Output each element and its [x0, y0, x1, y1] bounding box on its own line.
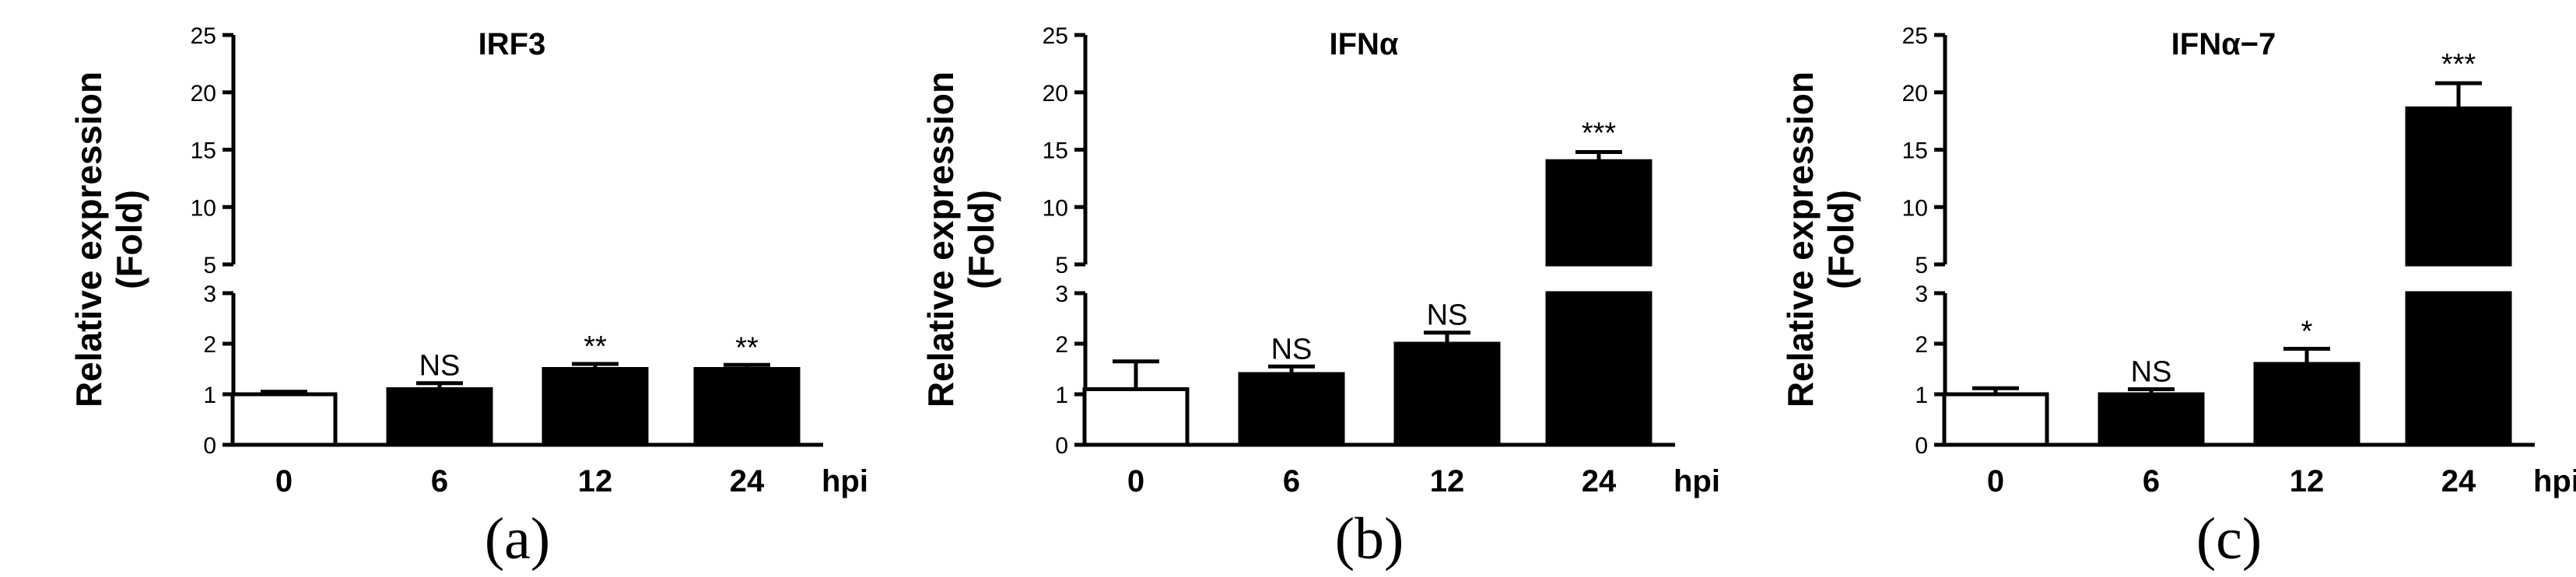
y-tick-label: 3: [1055, 282, 1068, 307]
x-tick-label: 0: [1987, 464, 2004, 498]
y-tick-label: 25: [1043, 23, 1068, 49]
bar: [693, 367, 801, 447]
bar: [1545, 291, 1652, 447]
x-tick-label: 6: [1283, 464, 1300, 498]
significance-label: NS: [1427, 299, 1468, 332]
y-axis-label-unit: (Fold): [109, 190, 149, 289]
significance-label: **: [584, 330, 607, 363]
x-tick-label: 0: [1127, 464, 1144, 498]
bar: [1942, 392, 2049, 447]
bar: [541, 367, 649, 447]
y-tick-label: 3: [1915, 282, 1928, 307]
y-tick-label: 25: [1902, 23, 1928, 49]
x-tick-label: 12: [578, 464, 613, 498]
bar: [1393, 341, 1501, 447]
significance-label: *: [2301, 316, 2313, 348]
chart-title: IFNα: [1329, 27, 1398, 61]
y-tick-label: 15: [1902, 138, 1928, 164]
bar: [1238, 372, 1345, 447]
y-tick-label: 25: [191, 23, 216, 49]
y-tick-label: 3: [203, 282, 216, 307]
y-tick-label: 5: [1915, 253, 1928, 278]
y-tick-label: 5: [1055, 253, 1068, 278]
panel-label: (c): [2196, 506, 2262, 572]
x-unit-label: hpi: [2533, 464, 2576, 498]
x-tick-label: 6: [2143, 464, 2160, 498]
y-axis-label-unit: (Fold): [961, 190, 1001, 289]
y-tick-label: 20: [1043, 81, 1068, 107]
y-tick-label: 2: [203, 332, 216, 358]
significance-label: NS: [419, 350, 461, 383]
bar: [2253, 362, 2360, 447]
y-tick-label: 10: [1902, 195, 1928, 221]
bar: [1082, 387, 1190, 447]
y-tick-label: 15: [1043, 138, 1068, 164]
y-tick-label: 15: [191, 138, 216, 164]
y-tick-label: 10: [191, 195, 216, 221]
y-tick-label: 20: [1902, 81, 1928, 107]
x-tick-label: 0: [275, 464, 293, 498]
x-tick-label: 24: [730, 464, 765, 498]
y-tick-label: 5: [203, 253, 216, 278]
significance-label: ***: [2441, 48, 2476, 81]
y-tick-label: 1: [203, 383, 216, 408]
panel-label: (b): [1335, 506, 1404, 572]
y-tick-label: 10: [1043, 195, 1068, 221]
significance-label: NS: [1271, 333, 1313, 365]
significance-label: **: [735, 331, 759, 364]
bar: [386, 387, 493, 447]
y-axis-label: Relative expression: [68, 72, 109, 407]
bar: [230, 392, 338, 447]
chart-title: IRF3: [478, 27, 546, 61]
x-tick-label: 24: [2441, 464, 2476, 498]
x-unit-label: hpi: [1674, 464, 1720, 498]
y-axis-label: Relative expression: [920, 72, 961, 407]
x-tick-label: 12: [2290, 464, 2325, 498]
y-tick-label: 0: [1915, 433, 1928, 459]
panel-label: (a): [485, 506, 550, 572]
y-tick-label: 2: [1915, 332, 1928, 358]
chart-title: IFNα−7: [2171, 27, 2276, 61]
y-axis-label-unit: (Fold): [1821, 190, 1861, 289]
significance-label: NS: [2131, 356, 2172, 389]
x-tick-label: 12: [1430, 464, 1465, 498]
y-tick-label: 1: [1055, 383, 1068, 408]
y-tick-label: 0: [1055, 433, 1068, 459]
y-tick-label: 1: [1915, 383, 1928, 408]
y-tick-label: 0: [203, 433, 216, 459]
x-unit-label: hpi: [822, 464, 868, 498]
y-tick-label: 2: [1055, 332, 1068, 358]
bar: [2405, 291, 2512, 447]
bar-upper: [2405, 106, 2512, 267]
y-tick-label: 20: [191, 81, 216, 107]
x-tick-label: 6: [431, 464, 448, 498]
bar-upper: [1545, 159, 1652, 267]
significance-label: ***: [1582, 117, 1617, 149]
x-tick-label: 24: [1582, 464, 1617, 498]
bar: [2098, 392, 2205, 447]
y-axis-label: Relative expression: [1780, 72, 1821, 407]
